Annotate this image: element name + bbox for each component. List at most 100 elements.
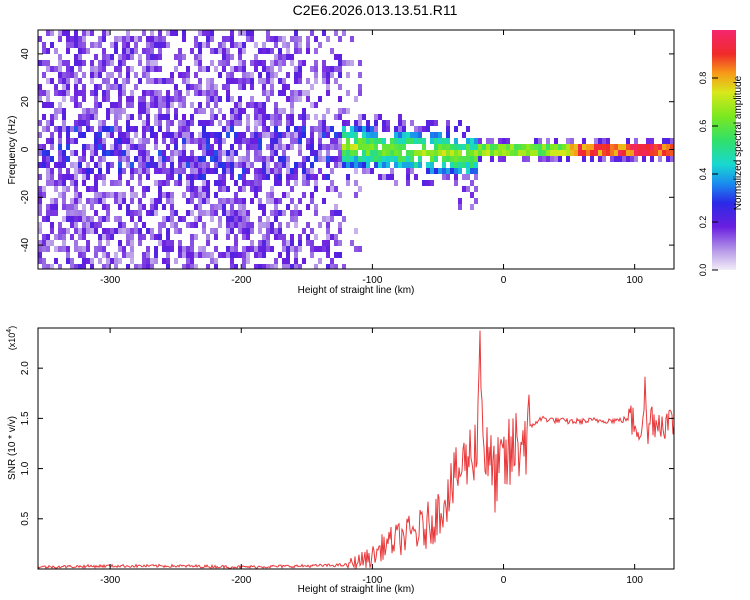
heatmap-cell [290,108,294,114]
heatmap-cell [310,150,314,156]
heatmap-cell [326,264,330,269]
heatmap-cell [94,96,98,102]
heatmap-cell [54,126,58,132]
heatmap-cell [330,72,334,78]
heatmap-cell [202,168,206,174]
heatmap-cell [426,120,430,126]
heatmap-cell [278,174,282,180]
snr-frame [37,327,675,570]
heatmap-cell [354,144,358,150]
heatmap-cell [214,90,218,96]
snr-y-tick-label: 1.0 [20,461,31,475]
heatmap-cell [82,156,86,162]
heatmap-cell [286,264,290,269]
heatmap-cell [242,216,246,222]
heatmap-cell [106,108,110,114]
heatmap-cell [174,54,178,60]
heatmap-cell [230,108,234,114]
heatmap-cell [294,90,298,96]
heatmap-cell [242,48,246,54]
heatmap-cell [82,210,86,216]
heatmap-cell [78,252,82,258]
heatmap-cell [114,144,118,150]
heatmap-cell [266,66,270,72]
heatmap-cell [362,150,366,156]
heatmap-cell [410,168,414,174]
heatmap-cell [206,90,210,96]
heatmap-cell [330,186,334,192]
heatmap-cell [178,156,182,162]
heatmap-cell [86,114,90,120]
heatmap-cell [306,234,310,240]
heatmap-cell [106,132,110,138]
heatmap-cell [102,144,106,150]
heatmap-cell [150,102,154,108]
heatmap-cell [106,228,110,234]
heatmap-cell [118,156,122,162]
heatmap-cell [114,216,118,222]
heatmap-cell [378,138,382,144]
heatmap-cell [78,234,82,240]
heatmap-cell [282,192,286,198]
heatmap-cell [290,120,294,126]
heatmap-cell [378,174,382,180]
heatmap-cell [282,234,286,240]
heatmap-cell [38,84,42,90]
heatmap-cell [102,150,106,156]
heatmap-cell [238,66,242,72]
heatmap-cell [582,138,586,144]
heatmap-cell [130,198,134,204]
heatmap-cell [278,114,282,120]
heatmap-cell [70,138,74,144]
heatmap-cell [382,150,386,156]
heatmap-cell [558,144,562,150]
heatmap-cell [602,144,606,150]
heatmap-cell [250,36,254,42]
heatmap-cell [146,162,150,168]
heatmap-cell [314,180,318,186]
heatmap-cell [246,234,250,240]
heatmap-cell [122,150,126,156]
heatmap-cell [350,162,354,168]
heatmap-cell [406,168,410,174]
heatmap-cell [210,228,214,234]
heatmap-cell [474,186,478,192]
heatmap-cell [194,252,198,258]
heatmap-cell [74,36,78,42]
heatmap-cell [394,180,398,186]
heatmap-cell [114,228,118,234]
heatmap-cell [66,126,70,132]
heatmap-cell [410,138,414,144]
heatmap-cell [230,36,234,42]
heatmap-cell [138,102,142,108]
heatmap-cell [246,162,250,168]
heatmap-cell [618,150,622,156]
heatmap-cell [430,132,434,138]
heatmap-cell [206,102,210,108]
heatmap-cell [38,240,42,246]
heatmap-cell [122,132,126,138]
heatmap-cell [78,48,82,54]
heatmap-cell [166,126,170,132]
heatmap-cell [154,180,158,186]
heatmap-cell [98,66,102,72]
heatmap-cell [338,66,342,72]
heatmap-cell [326,150,330,156]
heatmap-cell [130,114,134,120]
heatmap-cell [66,210,70,216]
heatmap-cell [110,102,114,108]
heatmap-cell [206,210,210,216]
heatmap-cell [430,180,434,186]
heatmap-cell [46,264,50,269]
heatmap-cell [90,150,94,156]
heatmap-cell [266,126,270,132]
heatmap-cell [158,54,162,60]
heatmap-cell [274,168,278,174]
heatmap-cell [202,150,206,156]
heatmap-cell [402,120,406,126]
heatmap-cell [350,126,354,132]
heatmap-cell [426,126,430,132]
heatmap-cell [386,150,390,156]
heatmap-cell [150,258,154,264]
heatmap-cell [154,162,158,168]
